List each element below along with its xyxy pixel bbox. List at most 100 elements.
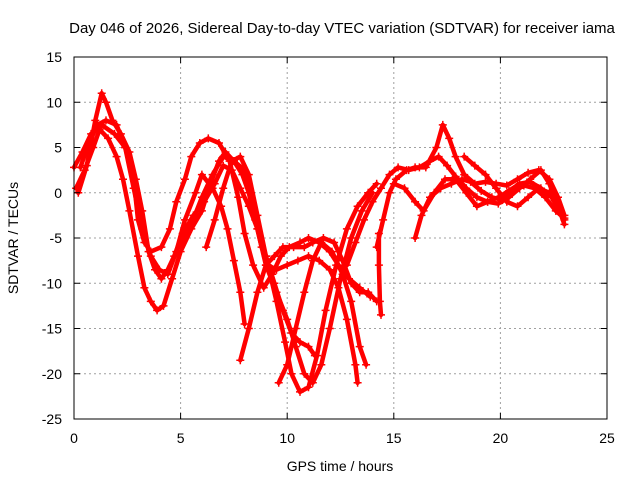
data-point [223,224,232,233]
data-point [513,175,522,184]
data-point [411,234,420,242]
data-point [374,229,383,238]
data-point [287,369,296,378]
data-point [291,324,300,333]
series-line [374,122,567,250]
data-point [402,166,411,175]
data-point [234,193,243,202]
data-point [351,238,360,247]
data-point [283,360,292,369]
data-point [524,193,533,202]
data-point [451,152,460,161]
data-point [374,261,383,270]
data-point [389,179,398,188]
data-point [202,243,211,252]
data-point [462,188,471,197]
data-point [443,161,452,170]
data-point [157,274,166,283]
data-point [372,179,381,188]
data-point [146,297,155,306]
data-point [483,197,492,206]
data-point [472,193,481,202]
y-tick-label: -15 [42,321,62,337]
data-point [244,170,253,179]
series-track-j [372,120,569,252]
data-point [278,243,287,252]
data-point [93,120,102,129]
data-point [338,270,347,279]
data-point [191,188,200,197]
data-point [379,215,388,224]
y-axis-label: SDTVAR / TECUs [5,182,21,294]
data-point [451,175,460,184]
series-group [70,89,569,396]
data-point [355,288,364,297]
data-point [319,234,328,242]
data-point [321,306,330,315]
y-tick-label: -5 [50,230,63,246]
data-point [261,261,270,270]
data-point [240,320,249,328]
data-point [197,193,206,202]
data-point [353,378,362,387]
data-point [470,161,479,170]
data-point [249,261,258,270]
data-point [140,283,149,292]
data-point [97,89,106,98]
y-tick-label: -20 [42,366,62,382]
data-point [240,229,249,238]
data-point [547,193,556,202]
data-point [385,170,394,179]
data-point [102,116,110,125]
series-line [344,154,567,268]
x-tick-label: 20 [493,430,509,446]
data-point [411,163,420,172]
data-point [215,139,223,147]
data-point [325,324,334,333]
data-point [221,148,230,156]
data-point [187,220,196,229]
data-point [176,243,185,252]
data-point [347,234,356,242]
data-point [492,184,501,193]
data-point [417,211,426,220]
data-point [494,193,503,202]
data-point [342,261,351,270]
data-point [146,252,155,261]
data-point [377,184,385,193]
data-point [261,252,270,261]
series-track-d [76,116,249,328]
data-point [400,184,409,193]
data-point [317,360,326,369]
data-point [134,252,142,261]
data-point [438,120,447,129]
data-point [441,175,449,184]
data-point [304,252,313,261]
data-point [351,360,360,369]
data-point [195,139,204,147]
data-point [272,297,281,306]
data-point [325,265,334,274]
data-point [385,188,394,197]
data-point [82,161,91,170]
data-point [504,186,513,195]
data-point [112,120,121,129]
data-point [208,170,217,179]
data-point [419,206,428,215]
data-point [536,184,545,193]
data-point [172,197,181,206]
data-point [125,206,134,215]
data-point [394,163,403,172]
data-point [362,360,371,369]
data-point [272,265,281,274]
data-point [236,152,245,161]
data-point [204,134,213,143]
data-point [347,297,356,306]
series-track-m [374,229,385,319]
data-point [515,179,524,188]
data-point [304,383,313,392]
x-tick-label: 15 [386,430,402,446]
data-point [445,134,454,143]
data-point [253,211,262,220]
data-point [502,197,511,206]
